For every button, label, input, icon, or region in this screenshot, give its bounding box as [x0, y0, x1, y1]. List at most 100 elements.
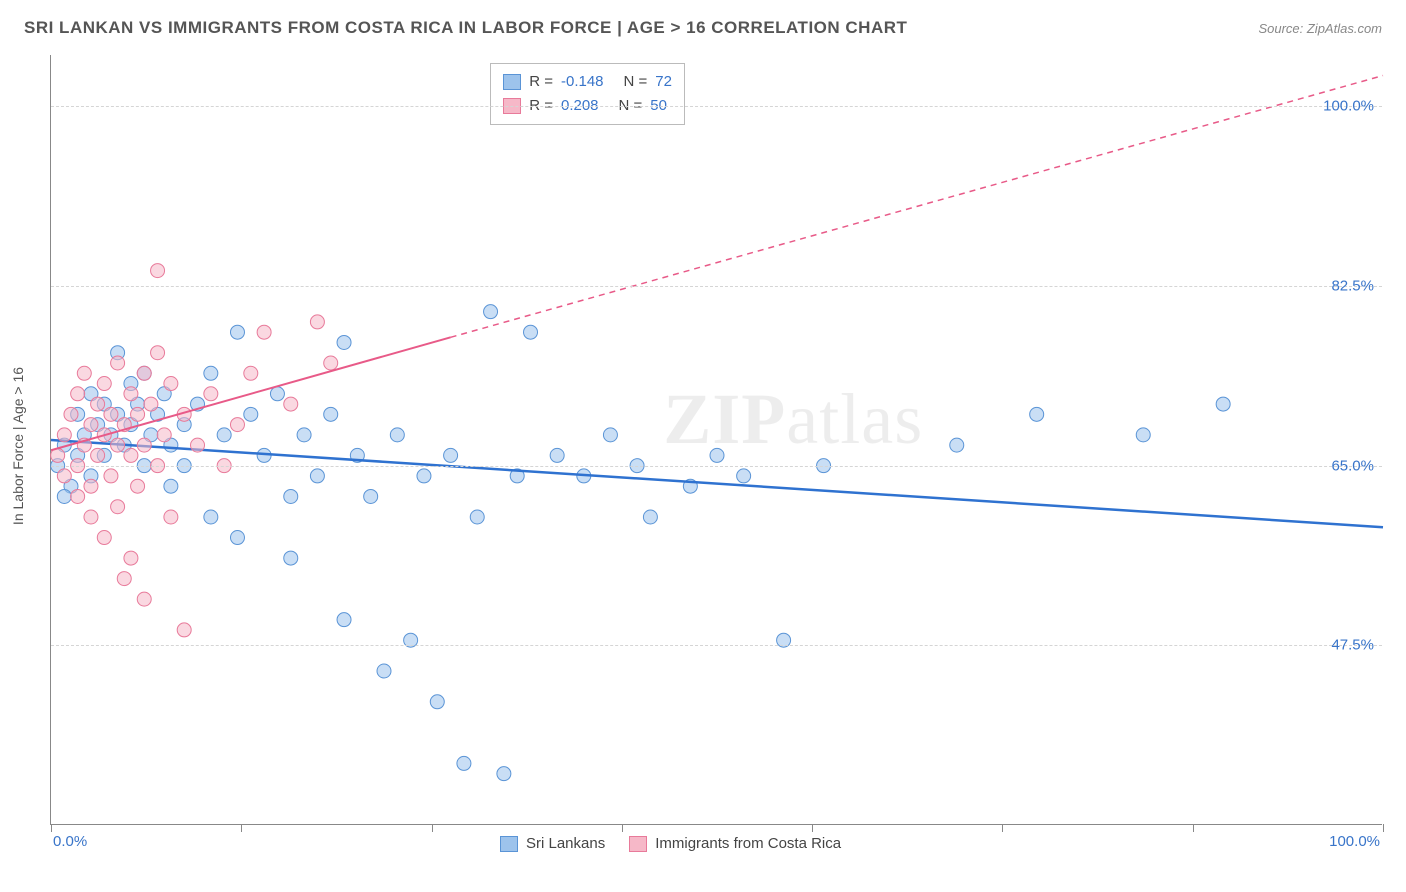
- data-point: [230, 418, 244, 432]
- y-tick-label: 100.0%: [1323, 98, 1374, 115]
- data-point: [151, 264, 165, 278]
- data-point: [77, 366, 91, 380]
- data-point: [157, 428, 171, 442]
- data-point: [444, 448, 458, 462]
- data-point: [390, 428, 404, 442]
- data-point: [737, 469, 751, 483]
- data-point: [497, 767, 511, 781]
- data-point: [1216, 397, 1230, 411]
- data-point: [57, 489, 71, 503]
- gridline-h: [51, 106, 1382, 107]
- data-point: [430, 695, 444, 709]
- data-point: [111, 500, 125, 514]
- data-point: [97, 377, 111, 391]
- data-point: [177, 623, 191, 637]
- x-tick: [432, 824, 433, 832]
- data-point: [377, 664, 391, 678]
- data-point: [484, 305, 498, 319]
- data-point: [84, 510, 98, 524]
- data-point: [364, 489, 378, 503]
- data-point: [1030, 407, 1044, 421]
- data-point: [71, 489, 85, 503]
- legend-swatch: [503, 74, 521, 90]
- x-tick: [1383, 824, 1384, 832]
- data-point: [131, 479, 145, 493]
- chart-title: SRI LANKAN VS IMMIGRANTS FROM COSTA RICA…: [24, 18, 907, 38]
- series-legend: Sri Lankans Immigrants from Costa Rica: [500, 835, 841, 852]
- gridline-h: [51, 466, 1382, 467]
- data-point: [57, 469, 71, 483]
- data-point: [57, 428, 71, 442]
- x-tick: [51, 824, 52, 832]
- data-point: [470, 510, 484, 524]
- correlation-legend: R = -0.148N = 72R = 0.208N = 50: [490, 63, 685, 125]
- series-legend-label: Immigrants from Costa Rica: [655, 835, 841, 852]
- data-point: [337, 613, 351, 627]
- data-point: [97, 531, 111, 545]
- data-point: [137, 366, 151, 380]
- data-point: [124, 551, 138, 565]
- correlation-legend-row: R = -0.148 N = 72: [503, 70, 672, 94]
- data-point: [204, 387, 218, 401]
- data-point: [104, 469, 118, 483]
- data-point: [417, 469, 431, 483]
- data-point: [124, 387, 138, 401]
- data-point: [244, 366, 258, 380]
- data-point: [284, 397, 298, 411]
- y-tick-label: 82.5%: [1331, 278, 1374, 295]
- data-point: [1136, 428, 1150, 442]
- data-point: [164, 510, 178, 524]
- data-point: [131, 407, 145, 421]
- data-point: [191, 438, 205, 452]
- data-point: [244, 407, 258, 421]
- data-point: [164, 377, 178, 391]
- data-point: [284, 551, 298, 565]
- data-point: [91, 448, 105, 462]
- data-point: [151, 346, 165, 360]
- source-label: Source: ZipAtlas.com: [1258, 21, 1382, 36]
- data-point: [324, 356, 338, 370]
- data-point: [710, 448, 724, 462]
- x-tick: [1193, 824, 1194, 832]
- plot-svg: [51, 55, 1382, 824]
- x-tick-label-min: 0.0%: [53, 833, 87, 850]
- legend-n-value: 72: [655, 70, 672, 94]
- x-tick-label-max: 100.0%: [1329, 833, 1380, 850]
- data-point: [64, 407, 78, 421]
- data-point: [310, 315, 324, 329]
- series-legend-item: Immigrants from Costa Rica: [629, 835, 841, 852]
- gridline-h: [51, 286, 1382, 287]
- data-point: [457, 756, 471, 770]
- data-point: [230, 531, 244, 545]
- data-point: [310, 469, 324, 483]
- x-tick: [622, 824, 623, 832]
- data-point: [104, 407, 118, 421]
- data-point: [91, 397, 105, 411]
- legend-n-label: N =: [624, 70, 648, 94]
- data-point: [257, 325, 271, 339]
- data-point: [137, 592, 151, 606]
- data-point: [324, 407, 338, 421]
- data-point: [297, 428, 311, 442]
- data-point: [217, 428, 231, 442]
- x-tick: [241, 824, 242, 832]
- data-point: [270, 387, 284, 401]
- legend-swatch: [500, 836, 518, 852]
- data-point: [204, 366, 218, 380]
- series-legend-label: Sri Lankans: [526, 835, 605, 852]
- plot-area: ZIPatlas R = -0.148N = 72R = 0.208N = 50…: [50, 55, 1382, 825]
- legend-r-value: -0.148: [561, 70, 604, 94]
- data-point: [603, 428, 617, 442]
- x-tick: [1002, 824, 1003, 832]
- data-point: [84, 418, 98, 432]
- series-legend-item: Sri Lankans: [500, 835, 605, 852]
- data-point: [111, 438, 125, 452]
- y-tick-label: 47.5%: [1331, 637, 1374, 654]
- data-point: [337, 335, 351, 349]
- data-point: [950, 438, 964, 452]
- gridline-h: [51, 645, 1382, 646]
- legend-swatch: [629, 836, 647, 852]
- data-point: [84, 479, 98, 493]
- data-point: [71, 387, 85, 401]
- legend-r-label: R =: [529, 70, 553, 94]
